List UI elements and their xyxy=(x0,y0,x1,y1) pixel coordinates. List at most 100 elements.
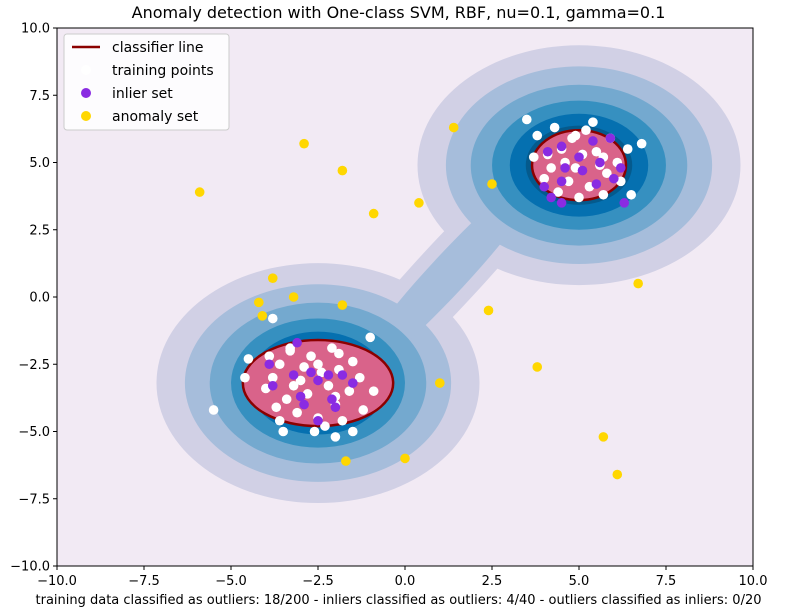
inlier-point xyxy=(556,198,567,208)
training-point xyxy=(553,187,563,197)
anomaly-point xyxy=(532,362,543,372)
training-point xyxy=(532,130,543,141)
training-point xyxy=(574,192,584,203)
legend-label: inlier set xyxy=(112,86,173,102)
chart-title: Anomaly detection with One-class SVM, RB… xyxy=(131,3,666,22)
inlier-point xyxy=(560,163,570,173)
training-point xyxy=(602,168,612,179)
training-point xyxy=(522,114,532,125)
contour-bridge xyxy=(349,167,548,382)
inlier-point xyxy=(577,165,588,176)
inlier-point xyxy=(546,192,556,203)
training-point xyxy=(344,386,355,396)
inlier-point xyxy=(292,337,302,348)
anomaly-point xyxy=(257,311,268,321)
y-tick-label: −10.0 xyxy=(10,560,50,575)
anomaly-point xyxy=(400,453,410,464)
training-point xyxy=(636,138,647,149)
training-point xyxy=(278,426,289,437)
anomaly-point xyxy=(368,208,379,219)
training-point xyxy=(358,405,369,415)
anomaly-point xyxy=(299,138,309,149)
x-tick-label: 2.5 xyxy=(482,574,503,589)
inlier-point xyxy=(337,370,348,380)
training-point xyxy=(546,163,556,173)
training-point xyxy=(563,176,574,187)
training-point xyxy=(591,146,602,157)
training-point xyxy=(274,415,285,426)
legend-label: anomaly set xyxy=(112,109,199,125)
training-point xyxy=(626,189,636,200)
anomaly-point xyxy=(633,278,643,289)
anomaly-point xyxy=(414,198,424,208)
training-point xyxy=(313,359,323,370)
anomaly-point xyxy=(435,378,445,388)
x-tick-label: 5.0 xyxy=(569,574,590,589)
y-tick-label: 5.0 xyxy=(29,156,50,171)
training-point xyxy=(348,426,358,437)
training-point xyxy=(528,152,539,162)
x-tick-label: 10.0 xyxy=(739,574,768,589)
inlier-point xyxy=(288,370,299,380)
x-tick-label: −7.5 xyxy=(128,574,160,589)
training-point xyxy=(581,125,591,136)
y-tick-label: −5.0 xyxy=(18,425,50,440)
inlier-point xyxy=(556,141,567,152)
training-point xyxy=(274,359,285,370)
training-point xyxy=(320,421,330,431)
y-tick-label: −2.5 xyxy=(18,358,50,373)
anomaly-point xyxy=(337,165,348,176)
inlier-point xyxy=(542,146,553,157)
y-tick-label: 7.5 xyxy=(29,89,50,104)
inlier-point xyxy=(306,367,316,378)
y-tick-label: −7.5 xyxy=(18,492,50,507)
x-tick-label: −10.0 xyxy=(37,574,77,589)
inlier-point xyxy=(264,359,275,370)
inlier-point xyxy=(591,179,602,189)
plot-area xyxy=(156,45,741,504)
legend-label: training points xyxy=(112,63,214,79)
inlier-point xyxy=(313,375,323,386)
inlier-point xyxy=(574,152,584,162)
inlier-point xyxy=(299,399,309,410)
inlier-point xyxy=(330,402,341,413)
training-point xyxy=(337,415,348,426)
training-point xyxy=(240,372,250,383)
inlier-point xyxy=(323,370,334,380)
training-point xyxy=(264,351,275,361)
anomaly-point xyxy=(337,300,348,310)
inlier-point xyxy=(313,415,323,426)
training-point xyxy=(365,332,376,343)
training-point xyxy=(354,372,365,383)
training-point xyxy=(288,380,299,391)
inlier-point xyxy=(327,394,337,405)
inlier-point xyxy=(588,136,598,146)
training-point xyxy=(295,375,306,386)
inlier-point xyxy=(615,163,626,173)
training-point xyxy=(334,348,344,359)
inlier-point xyxy=(619,198,630,208)
training-point xyxy=(267,372,278,383)
chart-footer: training data classified as outliers: 18… xyxy=(35,593,762,608)
training-point xyxy=(292,407,302,418)
inlier-point xyxy=(595,157,605,168)
anomaly-point xyxy=(254,297,264,308)
inlier-point xyxy=(609,173,619,184)
training-point xyxy=(309,426,320,437)
inlier-point xyxy=(556,176,567,187)
training-point xyxy=(567,133,577,144)
x-tick-label: 7.5 xyxy=(656,574,677,589)
inlier-point xyxy=(605,133,616,144)
anomaly-point xyxy=(341,456,351,466)
anomaly-point xyxy=(483,305,494,316)
legend-marker-inlier xyxy=(81,88,91,98)
training-point xyxy=(588,117,598,127)
x-tick-label: −2.5 xyxy=(302,574,334,589)
inlier-point xyxy=(539,181,549,192)
anomaly-point xyxy=(194,187,205,197)
training-point xyxy=(267,313,278,324)
series-inlier-point xyxy=(264,133,630,426)
legend-marker-training xyxy=(81,65,91,75)
